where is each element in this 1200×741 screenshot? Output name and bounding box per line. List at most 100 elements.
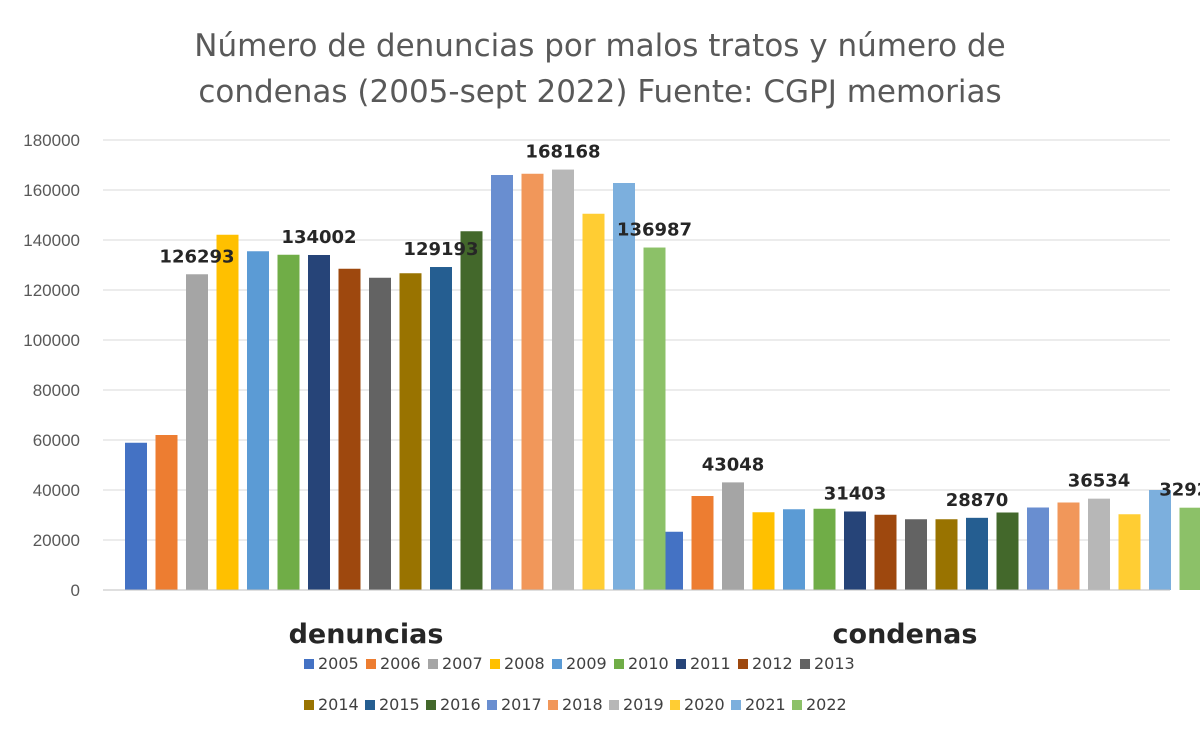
chart-title-line-1: Número de denuncias por malos tratos y n… [194, 28, 1005, 64]
data-label-126293: 126293 [159, 246, 234, 267]
legend-swatch-2021 [731, 700, 741, 710]
legend-label-2019: 2019 [623, 695, 664, 714]
bar-denuncias-2022 [643, 247, 666, 590]
bar-condenas-2016 [996, 512, 1019, 590]
y-axis-ticks: 0 20000 40000 60000 80000 100000 120000 140000 1… [23, 131, 80, 600]
data-label-134002: 134002 [281, 227, 356, 248]
legend-label-2006: 2006 [380, 654, 421, 673]
legend-label-2014: 2014 [318, 695, 359, 714]
bar-condenas-2018 [1057, 502, 1080, 590]
legend-label-2021: 2021 [745, 695, 786, 714]
legend-label-2018: 2018 [562, 695, 603, 714]
y-tick-label: 60000 [33, 431, 80, 450]
bar-condenas-2005 [661, 531, 683, 590]
legend: 2005 2006 2007 2008 2009 2010 2011 2012 2013 2014… [304, 654, 855, 714]
data-label-43048: 43048 [702, 454, 765, 475]
y-tick-label: 160000 [23, 181, 80, 200]
bar-denuncias-2021 [613, 183, 635, 590]
bar-denuncias-2014 [399, 273, 422, 590]
legend-swatch-2010 [614, 659, 624, 669]
legend-swatch-2013 [800, 659, 810, 669]
legend-swatch-2012 [738, 659, 748, 669]
data-labels: 126293 134002 129193 168168 136987 43048 31403… [159, 142, 1200, 511]
bar-condenas-2009 [783, 509, 805, 590]
y-tick-label: 80000 [33, 381, 80, 400]
data-label-136987: 136987 [617, 220, 692, 241]
legend-label-2007: 2007 [442, 654, 483, 673]
category-label-condenas: condenas [833, 619, 978, 650]
bar-denuncias-2007 [186, 274, 208, 590]
legend-label-2015: 2015 [379, 695, 420, 714]
bar-denuncias-2012 [338, 268, 361, 590]
bar-denuncias-2020 [582, 213, 605, 590]
bar-denuncias-2006 [155, 435, 178, 590]
bar-condenas-2012 [874, 514, 897, 590]
bars [125, 169, 1200, 590]
legend-swatch-2017 [487, 700, 497, 710]
bar-denuncias-2013 [369, 277, 391, 590]
data-label-129193: 129193 [403, 239, 478, 260]
bar-denuncias-2009 [247, 251, 269, 590]
bar-condenas-2010 [813, 508, 836, 590]
bar-condenas-2013 [905, 519, 927, 590]
legend-swatch-2020 [670, 700, 680, 710]
legend-swatch-2018 [548, 700, 558, 710]
category-label-denuncias: denuncias [289, 619, 444, 650]
legend-swatch-2006 [366, 659, 376, 669]
y-tick-label: 0 [71, 581, 80, 600]
bar-denuncias-2005 [125, 442, 147, 590]
legend-swatch-2014 [304, 700, 314, 710]
bar-denuncias-2017 [491, 175, 513, 590]
legend-swatch-2009 [552, 659, 562, 669]
bar-condenas-2015 [966, 517, 988, 590]
bar-denuncias-2018 [521, 173, 544, 590]
legend-swatch-2011 [676, 659, 686, 669]
bar-condenas-2014 [935, 519, 958, 590]
data-label-32923: 32923 [1159, 480, 1200, 501]
y-tick-label: 40000 [33, 481, 80, 500]
bar-condenas-2011 [844, 511, 866, 590]
bar-condenas-2021 [1149, 490, 1171, 590]
y-tick-label: 120000 [23, 281, 80, 300]
legend-label-2005: 2005 [318, 654, 359, 673]
bar-denuncias-2008 [216, 234, 239, 590]
data-label-31403: 31403 [824, 483, 887, 504]
chart-title-line-2: condenas (2005-sept 2022) Fuente: CGPJ m… [198, 74, 1001, 110]
legend-label-2022: 2022 [806, 695, 847, 714]
legend-label-2020: 2020 [684, 695, 725, 714]
legend-swatch-2005 [304, 659, 314, 669]
legend-label-2017: 2017 [501, 695, 542, 714]
bar-denuncias-2011 [308, 254, 330, 590]
data-label-28870: 28870 [946, 490, 1009, 511]
bar-condenas-2020 [1118, 514, 1141, 590]
legend-label-2009: 2009 [566, 654, 607, 673]
legend-label-2010: 2010 [628, 654, 669, 673]
legend-label-2013: 2013 [814, 654, 855, 673]
bar-denuncias-2019 [552, 169, 574, 590]
y-tick-label: 180000 [23, 131, 80, 150]
bar-denuncias-2015 [430, 267, 452, 590]
data-label-168168: 168168 [525, 142, 600, 163]
bar-condenas-2006 [691, 496, 714, 590]
y-tick-label: 20000 [33, 531, 80, 550]
legend-swatch-2015 [365, 700, 375, 710]
legend-label-2011: 2011 [690, 654, 731, 673]
y-tick-label: 140000 [23, 231, 80, 250]
bar-condenas-2017 [1027, 507, 1049, 590]
legend-label-2012: 2012 [752, 654, 793, 673]
legend-swatch-2007 [428, 659, 438, 669]
legend-swatch-2019 [609, 700, 619, 710]
bar-denuncias-2016 [460, 231, 483, 590]
bar-condenas-2007 [722, 482, 744, 590]
bar-condenas-2022 [1179, 507, 1200, 590]
legend-label-2016: 2016 [440, 695, 481, 714]
legend-swatch-2016 [426, 700, 436, 710]
data-label-36534: 36534 [1068, 471, 1131, 492]
bar-denuncias-2010 [277, 254, 300, 590]
legend-swatch-2022 [792, 700, 802, 710]
legend-label-2008: 2008 [504, 654, 545, 673]
bar-condenas-2019 [1088, 498, 1110, 590]
y-tick-label: 100000 [23, 331, 80, 350]
bar-condenas-2008 [752, 512, 775, 590]
